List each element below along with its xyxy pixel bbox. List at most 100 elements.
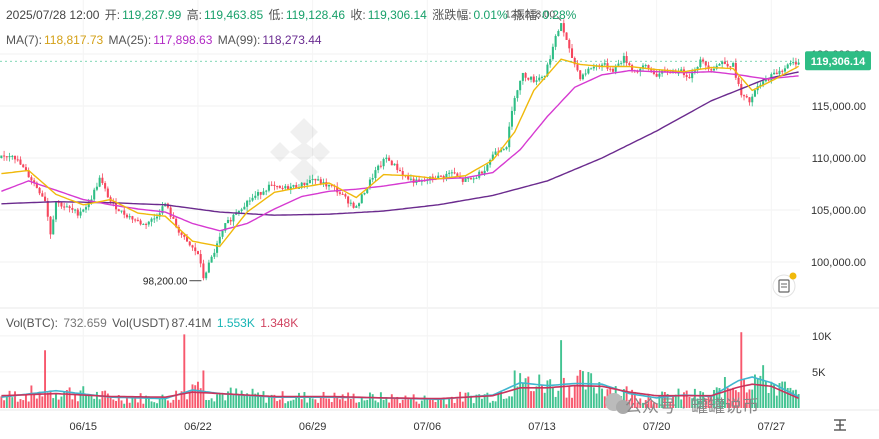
candle-body: [368, 179, 372, 188]
candle-body: [262, 191, 265, 195]
candle-body: [388, 157, 391, 161]
volume-bar: [191, 384, 194, 408]
candle-body: [789, 62, 792, 65]
volume-bar: [180, 391, 183, 408]
volume-bar: [265, 402, 268, 408]
candle-body: [570, 48, 574, 58]
candle-body: [194, 247, 197, 252]
candle-body: [704, 61, 707, 66]
volume-bar: [497, 392, 500, 408]
candle-body: [374, 170, 377, 179]
volume-bar: [734, 390, 737, 408]
volume-bar: [248, 396, 251, 408]
high-label: 高:: [186, 8, 202, 22]
candle-body: [123, 210, 126, 215]
volume-bar: [418, 403, 421, 408]
candle-body: [543, 75, 546, 77]
vol-ma1-value: 1.553K: [216, 316, 255, 330]
candle-body: [41, 193, 44, 197]
candle-body: [718, 64, 721, 66]
volume-bar: [647, 395, 650, 408]
volume-bar: [63, 392, 66, 408]
candle-body: [579, 70, 582, 80]
volume-bar: [377, 402, 380, 408]
volume-bar: [595, 393, 598, 408]
volume-bar: [415, 401, 418, 408]
change-value: 0.01%: [473, 8, 508, 22]
candle-body: [519, 80, 522, 91]
wechat-icon-bubble: [616, 400, 630, 414]
candle-body: [639, 68, 642, 72]
volume-bar: [196, 381, 199, 408]
candle-body: [786, 64, 789, 69]
candle-body: [276, 186, 279, 188]
candle-body: [338, 192, 341, 194]
volume-bar: [781, 381, 784, 408]
candle-body: [177, 227, 180, 233]
candle-body: [169, 207, 172, 217]
volume-bar: [401, 399, 404, 408]
volume-bar: [519, 373, 522, 408]
candle-body: [155, 216, 159, 219]
volume-bar: [202, 370, 205, 408]
candle-body: [147, 221, 150, 225]
candle-body: [592, 66, 595, 69]
volume-bar: [718, 388, 721, 408]
candle-body: [243, 206, 246, 210]
candle-body: [464, 178, 467, 182]
volume-bar: [330, 402, 333, 408]
volume-bar: [789, 387, 792, 408]
volume-bar: [210, 398, 213, 408]
volume-axis-label: 5K: [812, 367, 826, 379]
candle-body: [797, 62, 800, 65]
volume-bar: [740, 332, 743, 408]
volume-bar: [366, 399, 369, 408]
volume-bar: [317, 402, 320, 408]
candle-body: [794, 62, 797, 65]
candle-body: [732, 62, 735, 67]
volume-bar: [104, 390, 107, 408]
volume-bar: [625, 386, 628, 408]
volume-bar: [87, 395, 90, 408]
volume-bar: [685, 390, 688, 408]
volume-bar: [393, 397, 396, 408]
low-value: 119,128.46: [285, 8, 345, 22]
volume-bar: [527, 376, 530, 408]
volume-bar: [549, 379, 552, 408]
volume-bar: [472, 403, 475, 408]
candle-body: [8, 156, 11, 158]
volume-bar: [601, 388, 604, 408]
vol-btc-value: 732.659: [63, 316, 107, 330]
volume-bar: [440, 398, 442, 408]
volume-bar: [797, 394, 800, 408]
volume-bar: [759, 375, 762, 408]
volume-bar: [713, 389, 715, 408]
candle-body: [532, 76, 535, 82]
candle-body: [49, 216, 52, 235]
volume-bar: [300, 399, 303, 408]
volume-bar: [229, 387, 232, 408]
candle-body: [513, 98, 516, 111]
candle-body: [273, 184, 276, 187]
candle-body: [265, 190, 268, 192]
candle-body: [314, 178, 317, 181]
volume-bar: [82, 386, 85, 408]
candle-body: [524, 72, 527, 78]
notes-icon[interactable]: [772, 272, 797, 298]
volume-bar: [363, 400, 366, 408]
volume-bar: [650, 400, 653, 408]
volume-bar: [16, 401, 19, 408]
candle-body: [131, 216, 134, 220]
candle-body: [486, 164, 489, 171]
volume-bar: [338, 399, 341, 408]
volume-bar: [445, 404, 448, 408]
candle-body: [740, 84, 743, 96]
volume-bar: [751, 389, 754, 408]
volume-bar: [652, 402, 655, 408]
axis-settings-icon[interactable]: [834, 419, 846, 431]
candle-body: [330, 184, 333, 186]
volume-bar: [374, 400, 377, 408]
volume-bar: [150, 401, 153, 408]
